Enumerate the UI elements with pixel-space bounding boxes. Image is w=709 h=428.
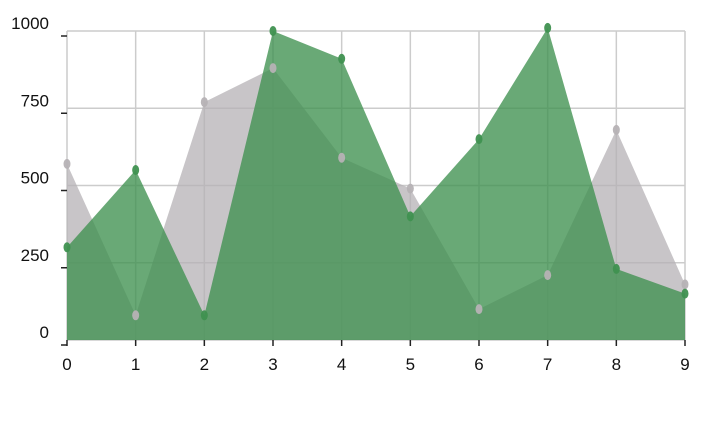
data-point-series-1 [406, 183, 414, 194]
data-point-series-1 [200, 97, 208, 108]
data-point-series-1 [63, 158, 71, 169]
x-tick-label: 8 [612, 355, 621, 374]
data-point-series-2 [475, 134, 483, 145]
data-point-series-2 [681, 288, 689, 299]
y-tick-label: 500 [21, 169, 49, 188]
data-point-series-1 [544, 270, 552, 281]
x-tick-label: 6 [474, 355, 483, 374]
y-tick-label: 0 [40, 323, 49, 342]
x-tick-label: 0 [62, 355, 71, 374]
data-point-series-2 [132, 165, 140, 176]
data-point-series-2 [338, 53, 346, 64]
data-point-series-1 [612, 124, 620, 135]
x-tick-label: 2 [200, 355, 209, 374]
x-tick-label: 3 [268, 355, 277, 374]
data-points [63, 22, 689, 321]
data-point-series-2 [63, 242, 71, 253]
data-point-series-2 [200, 310, 208, 321]
x-tick-label: 4 [337, 355, 346, 374]
data-point-series-2 [612, 263, 620, 274]
data-point-series-1 [338, 152, 346, 163]
x-tick-label: 7 [543, 355, 552, 374]
data-point-series-2 [269, 26, 277, 36]
y-tick-label: 250 [21, 246, 49, 265]
x-tick-label: 9 [680, 355, 689, 374]
x-tick-label: 1 [131, 355, 140, 374]
y-tick-label: 1000 [11, 14, 49, 33]
data-point-series-1 [681, 279, 689, 290]
y-tick-label: 750 [21, 91, 49, 110]
series-area-2 [67, 27, 685, 340]
data-point-series-2 [406, 211, 414, 222]
data-point-series-1 [269, 63, 277, 74]
series-areas [67, 27, 685, 340]
data-point-series-1 [475, 304, 483, 315]
axes: 0 250 500 750 1000 0 1 2 3 4 5 6 7 8 9 [11, 14, 690, 374]
data-point-series-2 [544, 22, 552, 33]
data-point-series-1 [132, 310, 140, 321]
x-tick-label: 5 [406, 355, 415, 374]
